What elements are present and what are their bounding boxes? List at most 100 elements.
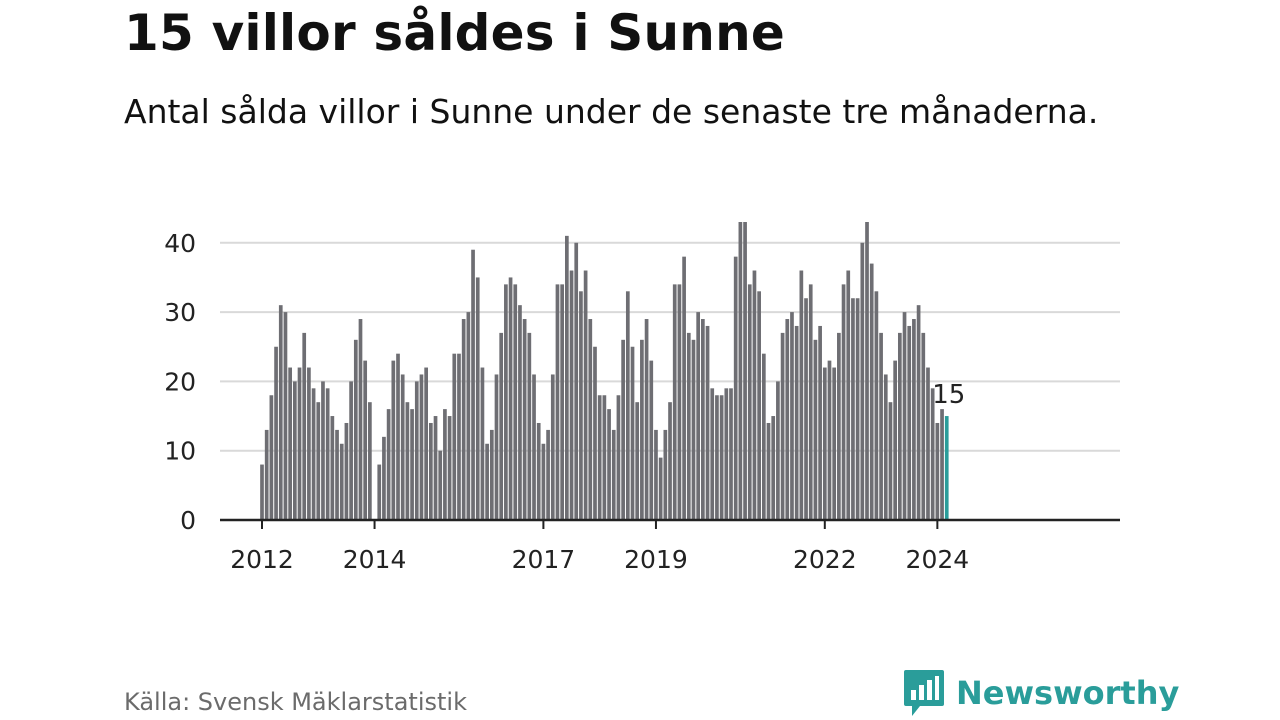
- y-tick-label: 10: [164, 437, 196, 466]
- y-tick-label: 0: [180, 506, 196, 535]
- bar: [274, 346, 278, 520]
- brand-logo[interactable]: Newsworthy: [902, 668, 1179, 718]
- bar: [630, 346, 635, 520]
- bar: [682, 256, 686, 520]
- bar: [330, 416, 335, 520]
- bar: [597, 395, 602, 520]
- bar: [452, 353, 457, 520]
- bar: [457, 353, 461, 520]
- bar: [827, 360, 832, 520]
- bar: [297, 367, 302, 520]
- bar: [260, 464, 264, 520]
- bar: [489, 429, 494, 520]
- bar: [518, 305, 522, 520]
- bar: [832, 367, 837, 520]
- bar: [935, 422, 940, 520]
- bar: [363, 360, 368, 520]
- bar: [705, 325, 710, 520]
- bar: [461, 319, 466, 520]
- bar: [508, 277, 513, 520]
- bar: [396, 353, 400, 520]
- x-axis-tick-labels: 2012 2014 2017 2019 2022 2024: [230, 545, 969, 574]
- bar: [855, 298, 860, 520]
- x-tick-label: 2024: [906, 545, 970, 574]
- bar: [729, 388, 733, 520]
- bar: [893, 360, 897, 520]
- bar: [602, 395, 607, 520]
- bar: [555, 284, 560, 520]
- bar: [883, 374, 888, 520]
- bar: [822, 367, 827, 520]
- bar: [368, 402, 372, 520]
- bar: [349, 381, 353, 520]
- bar: [583, 270, 588, 520]
- bar: [780, 332, 785, 520]
- latest-value-label: 15: [932, 380, 965, 410]
- bar-latest: [944, 416, 949, 520]
- x-tick-label: 2017: [512, 545, 576, 574]
- bar: [790, 312, 794, 520]
- bar: [907, 325, 912, 520]
- y-tick-label: 20: [164, 367, 196, 396]
- x-tick-label: 2019: [624, 545, 688, 574]
- bar: [921, 332, 926, 520]
- bar: [926, 367, 930, 520]
- bar: [316, 402, 321, 520]
- bar: [738, 222, 743, 520]
- bar: [428, 422, 433, 520]
- bar: [438, 450, 443, 520]
- bar: [550, 374, 555, 520]
- bar: [382, 436, 386, 520]
- bar: [733, 256, 738, 520]
- bar: [804, 298, 808, 520]
- bar: [888, 402, 893, 520]
- bar: [560, 284, 565, 520]
- bar: [611, 429, 616, 520]
- bar: [818, 325, 822, 520]
- bar: [443, 409, 447, 520]
- x-tick-label: 2014: [343, 545, 407, 574]
- bar: [691, 339, 696, 520]
- bar: [302, 332, 307, 520]
- bar: [649, 360, 654, 520]
- bar: [771, 416, 776, 520]
- bar: [358, 319, 363, 520]
- bar: [766, 422, 771, 520]
- bar: [569, 270, 574, 520]
- bar: [344, 422, 349, 520]
- bar: [715, 395, 719, 520]
- bar: [874, 291, 879, 520]
- bar: [307, 367, 311, 520]
- bar: [710, 388, 715, 520]
- bar: [513, 284, 518, 520]
- bar: [339, 443, 344, 520]
- bar: [879, 332, 883, 520]
- bar: [536, 422, 541, 520]
- x-tick-label: 2022: [793, 545, 857, 574]
- bar: [640, 339, 644, 520]
- bar: [311, 388, 316, 520]
- bar: [499, 332, 504, 520]
- bar: [504, 284, 508, 520]
- bar: [447, 416, 452, 520]
- bar: [747, 284, 752, 520]
- bar: [621, 339, 625, 520]
- bar: [471, 249, 475, 520]
- bar: [851, 298, 855, 520]
- bar: [400, 374, 405, 520]
- bar: [414, 381, 419, 520]
- bar: [386, 409, 391, 520]
- bar: [701, 319, 705, 520]
- bar: [837, 332, 841, 520]
- bar: [377, 464, 382, 520]
- bar: [865, 222, 869, 520]
- bar: [410, 409, 414, 520]
- bar: [532, 374, 536, 520]
- bar: [278, 305, 283, 520]
- y-tick-label: 40: [164, 229, 196, 258]
- bar: [846, 270, 851, 520]
- bar: [663, 429, 668, 520]
- bar: [860, 242, 865, 520]
- bar: [869, 263, 874, 520]
- bar: [916, 305, 921, 520]
